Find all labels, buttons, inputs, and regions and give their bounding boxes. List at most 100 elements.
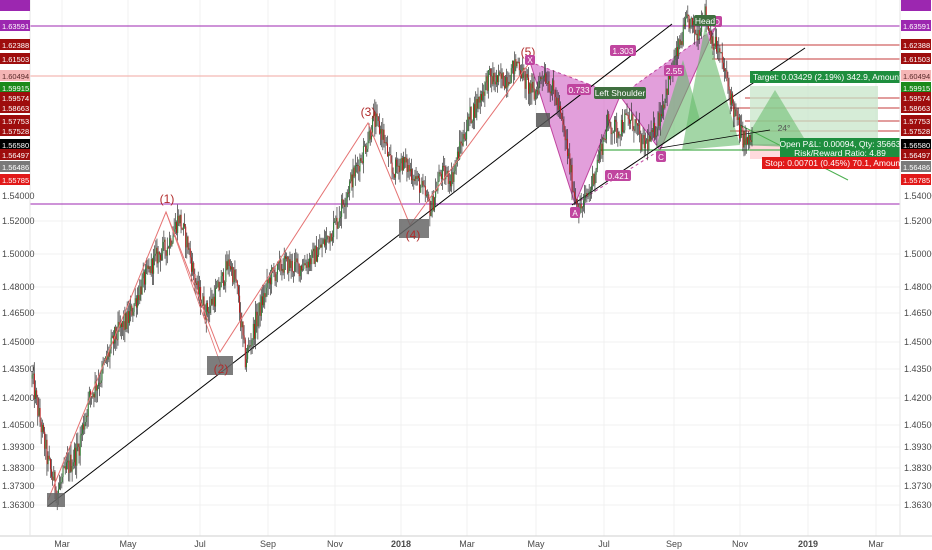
pivot-box-2: [207, 356, 233, 375]
candle-body: [416, 175, 418, 179]
candle-body: [539, 77, 541, 82]
candle-body: [249, 345, 251, 347]
candle-body: [709, 30, 711, 32]
candle-body: [84, 422, 86, 430]
candle-body: [587, 195, 589, 197]
candle-body: [596, 159, 598, 170]
candle-body: [503, 85, 505, 89]
candle-body: [356, 165, 358, 167]
candle-body: [678, 39, 680, 57]
candle-body: [673, 60, 675, 69]
candle-body: [77, 443, 79, 447]
candle-body: [580, 203, 582, 209]
candle-body: [618, 131, 620, 136]
candle-body: [694, 20, 696, 35]
candle-body: [231, 266, 233, 270]
candle-body: [69, 454, 71, 473]
candle-body: [134, 298, 136, 304]
candle-body: [510, 68, 512, 83]
candle-body: [223, 272, 225, 286]
candle-body: [119, 323, 121, 328]
candle-body: [743, 131, 745, 148]
candle-body: [607, 113, 609, 127]
candle-body: [61, 477, 63, 483]
candle-body: [48, 455, 50, 460]
y-tick-label: 1.54000: [2, 191, 35, 201]
price-labels-right: 1.63591 1.62388 1.61503 1.60494 1.599151.595…: [901, 0, 931, 185]
head-shoulders-pattern[interactable]: [600, 26, 849, 181]
candle-body: [390, 155, 392, 163]
candle-body: [655, 135, 657, 138]
candle-body: [297, 262, 299, 264]
elliott-wave[interactable]: [47, 61, 531, 501]
candle-body: [720, 52, 722, 54]
candle-body: [185, 226, 187, 248]
candle-body: [458, 151, 460, 160]
candle-body: [635, 119, 637, 124]
candle-body: [494, 81, 496, 85]
candle-body: [162, 241, 164, 254]
candle-body: [138, 295, 140, 301]
candle-body: [170, 238, 172, 246]
candle-body: [611, 133, 613, 135]
candle-body: [489, 68, 491, 71]
candle-body: [252, 323, 254, 340]
candle-body: [45, 439, 47, 449]
candle-body: [685, 18, 687, 27]
candle-body: [407, 165, 409, 172]
left-shoulder-label: Left Shoulder: [595, 88, 646, 98]
candle-body: [522, 67, 524, 79]
candle-body: [328, 236, 330, 243]
y-tick-label: 1.42000: [2, 393, 35, 403]
candle-body: [713, 46, 715, 50]
candle-body: [751, 133, 753, 142]
candle-body: [532, 81, 534, 89]
candle-body: [625, 113, 627, 115]
candle-body: [705, 6, 707, 23]
pivot-box-start: [47, 493, 65, 507]
price-label: 1.60494: [903, 72, 930, 81]
candle-body: [212, 296, 214, 305]
candle-body: [216, 287, 218, 289]
y-tick-label: 1.50000: [2, 249, 35, 259]
candle-body: [516, 61, 518, 67]
x-tick-label: Jul: [194, 539, 206, 549]
candle-body: [250, 345, 252, 347]
candle-body: [467, 116, 469, 131]
candle-body: [92, 393, 94, 397]
candle-body: [605, 126, 607, 140]
y-axis-left-ticks: 1.36300 1.37300 1.38300 1.39300 1.40500 1.420…: [2, 191, 35, 510]
candle-body: [651, 130, 653, 132]
candle-body: [63, 466, 65, 469]
price-label: 1.57753: [2, 117, 29, 126]
x-tick-label: Nov: [732, 539, 749, 549]
candle-body: [507, 81, 509, 88]
candle-body: [569, 153, 571, 173]
candle-body: [224, 281, 226, 286]
candle-body: [70, 454, 72, 472]
candle-body: [682, 24, 684, 45]
target-label-bg: [750, 71, 900, 83]
price-label: 1.57528: [2, 127, 29, 136]
ratio-255-bg: [664, 65, 684, 76]
candle-body: [129, 311, 131, 323]
candle-body: [475, 98, 477, 118]
candle-body: [100, 380, 102, 383]
candle-body: [534, 91, 536, 100]
candle-body: [409, 169, 411, 172]
candle-body: [348, 192, 350, 194]
candle-body: [333, 222, 335, 238]
candle-body: [271, 267, 273, 285]
candle-body: [57, 489, 59, 494]
candle-body: [40, 422, 42, 433]
candle-body: [408, 165, 410, 172]
candle-body: [147, 265, 149, 270]
candle-body: [724, 68, 726, 71]
candle-body: [182, 223, 184, 230]
candle-body: [90, 391, 92, 397]
candle-body: [288, 259, 290, 273]
candle-body: [360, 158, 362, 162]
candle-body: [531, 81, 533, 93]
candle-body: [311, 251, 313, 265]
